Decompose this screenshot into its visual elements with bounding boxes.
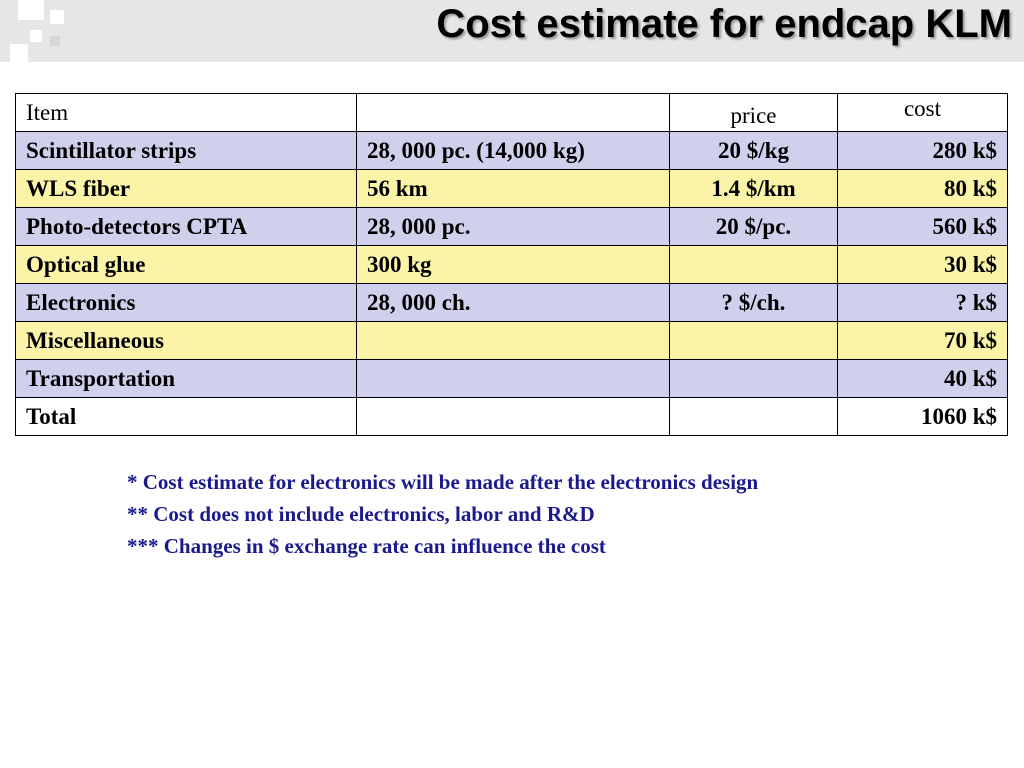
cell-quantity: 28, 000 pc.: [356, 207, 670, 246]
cell-price: [669, 321, 838, 360]
cell-quantity: 300 kg: [356, 245, 670, 284]
cell-item: Electronics: [15, 283, 357, 322]
footnote: * Cost estimate for electronics will be …: [127, 470, 759, 494]
cell-cost: 30 k$: [837, 245, 1008, 284]
table-row: Optical glue 300 kg 30 k$: [15, 245, 1008, 284]
cell-item: Total: [15, 397, 357, 436]
cell-price: 1.4 $/km: [669, 169, 838, 208]
cell-quantity: 28, 000 pc. (14,000 kg): [356, 131, 670, 170]
cell-quantity: [356, 359, 670, 398]
cell-cost: 1060 k$: [837, 397, 1008, 436]
cell-cost: ? k$: [837, 283, 1008, 322]
cell-item: Miscellaneous: [15, 321, 357, 360]
cell-price: [669, 359, 838, 398]
table-row: Transportation 40 k$: [15, 359, 1008, 398]
cell-cost: 80 k$: [837, 169, 1008, 208]
table-row: Electronics 28, 000 ch. ? $/ch. ? k$: [15, 283, 1008, 322]
table-row: Scintillator strips 28, 000 pc. (14,000 …: [15, 131, 1008, 170]
table-total-row: Total 1060 k$: [15, 397, 1008, 436]
table-row: Miscellaneous 70 k$: [15, 321, 1008, 360]
cell-item: Photo-detectors CPTA: [15, 207, 357, 246]
cell-cost: 40 k$: [837, 359, 1008, 398]
title-band: Cost estimate for endcap KLM: [0, 0, 1024, 62]
cell-item: Optical glue: [15, 245, 357, 284]
cell-price: [669, 397, 838, 436]
corner-logo: [0, 0, 90, 62]
header-quantity: [356, 93, 670, 132]
footnotes: * Cost estimate for electronics will be …: [127, 466, 758, 562]
cell-price: 20 $/kg: [669, 131, 838, 170]
header-price: price: [669, 93, 838, 132]
footnote: *** Changes in $ exchange rate can influ…: [127, 534, 606, 558]
header-cost: cost: [837, 93, 1008, 132]
cell-quantity: 28, 000 ch.: [356, 283, 670, 322]
cell-quantity: 56 km: [356, 169, 670, 208]
table-row: WLS fiber 56 km 1.4 $/km 80 k$: [15, 169, 1008, 208]
cell-cost: 560 k$: [837, 207, 1008, 246]
cell-price: [669, 245, 838, 284]
cell-item: Scintillator strips: [15, 131, 357, 170]
table-row: Photo-detectors CPTA 28, 000 pc. 20 $/pc…: [15, 207, 1008, 246]
cell-quantity: [356, 321, 670, 360]
cell-cost: 280 k$: [837, 131, 1008, 170]
cell-price: 20 $/pc.: [669, 207, 838, 246]
slide-title: Cost estimate for endcap KLM: [436, 2, 1012, 46]
header-item: Item: [15, 93, 357, 132]
cost-table: Item price cost Scintillator strips 28, …: [15, 93, 1008, 436]
cell-item: WLS fiber: [15, 169, 357, 208]
cell-cost: 70 k$: [837, 321, 1008, 360]
cell-quantity: [356, 397, 670, 436]
cell-price: ? $/ch.: [669, 283, 838, 322]
cell-item: Transportation: [15, 359, 357, 398]
table-header-row: Item price cost: [15, 93, 1008, 132]
footnote: ** Cost does not include electronics, la…: [127, 502, 595, 526]
